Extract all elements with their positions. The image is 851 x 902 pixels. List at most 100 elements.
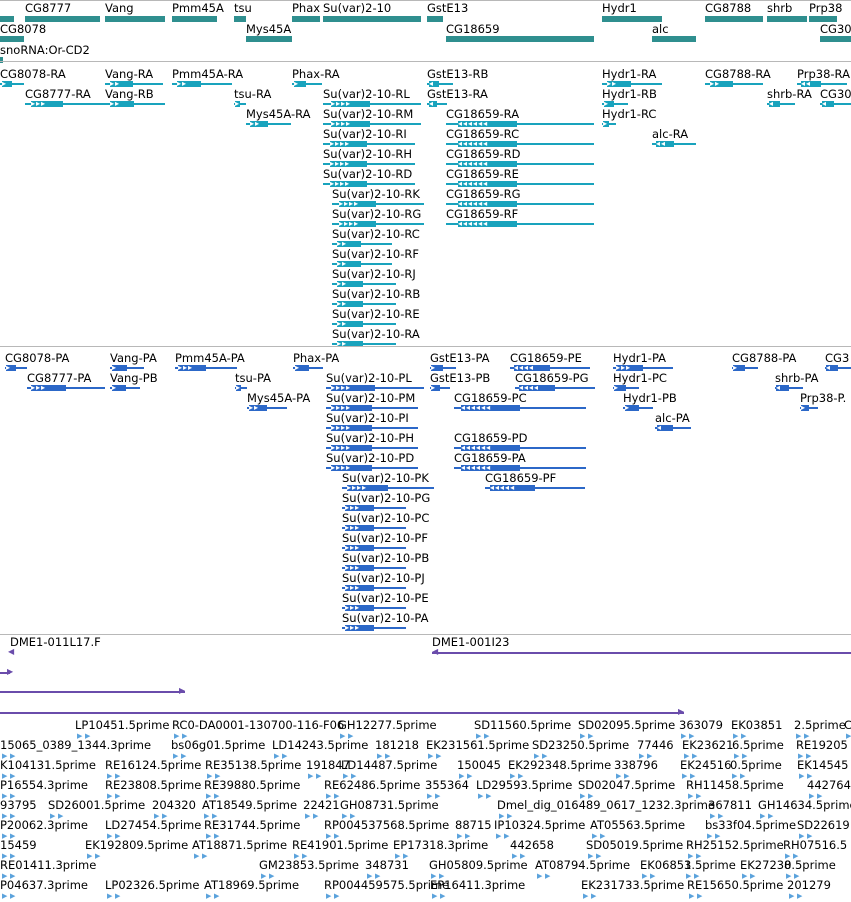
protein-segment[interactable]: ◂ xyxy=(657,425,673,431)
protein-line[interactable] xyxy=(454,407,586,409)
gene-bar[interactable] xyxy=(105,16,165,22)
transcript-intron-line[interactable] xyxy=(446,203,594,205)
est-label[interactable]: RH07516.5 xyxy=(783,838,848,852)
est-label[interactable]: SD26001.5prime xyxy=(48,798,146,812)
est-label[interactable]: 201279 xyxy=(787,878,831,892)
transcript-exon[interactable]: ◂◂ xyxy=(656,141,674,147)
protein-line[interactable] xyxy=(342,627,406,629)
transcript-exon[interactable]: ◂◂◂◂◂◂ xyxy=(458,121,517,127)
transcript-label[interactable]: CG18659-RE xyxy=(446,167,519,181)
est-label[interactable]: 8.5prime xyxy=(784,858,836,872)
transcript-intron-line[interactable] xyxy=(246,123,291,125)
transcript-intron-line[interactable] xyxy=(323,183,415,185)
gene-label[interactable]: alc xyxy=(652,22,669,36)
transcript-label[interactable]: Su(var)2-10-RD xyxy=(323,167,413,181)
protein-label[interactable]: CG18659-PG xyxy=(515,371,589,385)
gene-label[interactable]: CG30 xyxy=(820,22,851,36)
gene-bar[interactable] xyxy=(809,16,837,22)
transcript-exon[interactable]: ▸ xyxy=(603,121,609,127)
transcript-intron-line[interactable] xyxy=(427,103,447,105)
transcript-exon[interactable]: ▸▸▸▸ xyxy=(331,121,370,127)
protein-line[interactable] xyxy=(342,607,406,609)
est-label[interactable]: EP17318.3prime xyxy=(393,838,489,852)
protein-label[interactable]: Pmm45A-PA xyxy=(175,351,245,365)
protein-line[interactable] xyxy=(342,547,406,549)
est-label[interactable]: RC0-DA0001-130700-116-F06 xyxy=(172,718,345,732)
protein-line[interactable] xyxy=(342,507,406,509)
transcript-exon[interactable]: ▸▸ xyxy=(337,261,361,267)
protein-segment[interactable]: ▸▸▸ xyxy=(345,525,374,531)
est-label[interactable]: 22421 xyxy=(303,798,340,812)
est-label[interactable]: 93795 xyxy=(0,798,37,812)
transcript-intron-line[interactable] xyxy=(292,83,322,85)
transcript-exon[interactable]: ◂◂◂◂◂◂ xyxy=(458,201,517,207)
protein-line[interactable] xyxy=(342,587,406,589)
transcript-exon[interactable]: ▸▸ xyxy=(110,81,133,87)
est-label[interactable]: bs06g01.5prime xyxy=(171,738,266,752)
est-label[interactable]: EK27230 xyxy=(740,858,792,872)
est-label[interactable]: 367811 xyxy=(708,798,752,812)
protein-segment[interactable]: ▸▸▸ xyxy=(345,605,374,611)
est-label[interactable]: EK24516 xyxy=(680,758,732,772)
est-label[interactable]: EP16411.3prime xyxy=(430,878,526,892)
gene-label[interactable]: snoRNA:Or-CD2 xyxy=(0,43,90,57)
protein-segment[interactable]: ◂ xyxy=(826,365,838,371)
transcript-intron-line[interactable] xyxy=(332,223,424,225)
protein-label[interactable]: CG18659-PD xyxy=(454,431,528,445)
protein-label[interactable]: CG8777-PA xyxy=(27,371,92,385)
est-label[interactable]: AT18871.5prime xyxy=(192,838,288,852)
est-label[interactable]: P16554.3prime xyxy=(0,778,88,792)
protein-segment[interactable]: ▸▸▸ xyxy=(345,505,374,511)
est-label[interactable]: 191847 xyxy=(306,758,350,772)
transcript-label[interactable]: CG8788-RA xyxy=(705,67,771,81)
transcript-intron-line[interactable] xyxy=(705,83,763,85)
gene-bar[interactable] xyxy=(0,16,14,22)
protein-line[interactable] xyxy=(110,367,144,369)
transcript-intron-line[interactable] xyxy=(446,163,594,165)
transcript-label[interactable]: shrb-RA xyxy=(767,87,812,101)
protein-line[interactable] xyxy=(430,367,456,369)
est-label[interactable]: 2.5prime xyxy=(794,718,846,732)
protein-line[interactable] xyxy=(454,467,586,469)
est-label[interactable]: RH25152.5prime xyxy=(686,838,784,852)
transcript-label[interactable]: Su(var)2-10-RB xyxy=(332,287,421,301)
est-label[interactable]: 3.5prime xyxy=(684,858,736,872)
protein-label[interactable]: Vang-PB xyxy=(110,371,158,385)
protein-line[interactable] xyxy=(613,387,639,389)
clone-line[interactable] xyxy=(0,691,185,693)
est-label[interactable]: GH12277.5prime xyxy=(338,718,437,732)
transcript-label[interactable]: Su(var)2-10-RH xyxy=(323,147,413,161)
protein-segment[interactable]: ▸▸▸ xyxy=(345,585,374,591)
transcript-exon[interactable]: ◂◂◂◂◂◂ xyxy=(458,161,517,167)
transcript-label[interactable]: Hydr1-RA xyxy=(602,67,657,81)
transcript-intron-line[interactable] xyxy=(427,83,453,85)
protein-label[interactable]: Su(var)2-10-PF xyxy=(342,531,428,545)
gene-label[interactable]: Pmm45A xyxy=(172,1,224,15)
est-label[interactable]: RP004459575.5prime xyxy=(324,878,450,892)
protein-line[interactable] xyxy=(613,367,673,369)
est-label[interactable]: LD27454.5prime xyxy=(105,818,202,832)
transcript-intron-line[interactable] xyxy=(323,103,421,105)
protein-segment[interactable]: ▸▸▸ xyxy=(31,385,66,391)
protein-line[interactable] xyxy=(454,447,586,449)
gene-label[interactable]: CG8777 xyxy=(25,1,72,15)
gene-label[interactable]: Phax xyxy=(292,1,321,15)
transcript-label[interactable]: CG8078-RA xyxy=(0,67,66,81)
est-label[interactable]: AT18549.5prime xyxy=(202,798,298,812)
est-label[interactable]: P04637.3prime xyxy=(0,878,88,892)
protein-line[interactable] xyxy=(342,527,406,529)
clone-line[interactable] xyxy=(0,672,10,674)
protein-label[interactable]: tsu-PA xyxy=(235,371,272,385)
gene-bar[interactable] xyxy=(234,16,246,22)
est-label[interactable]: RE19205 xyxy=(796,738,848,752)
protein-label[interactable]: Su(var)2-10-PJ xyxy=(342,571,425,585)
transcript-exon[interactable]: ▸▸ xyxy=(337,321,363,327)
transcript-exon[interactable]: ◂◂◂◂◂◂ xyxy=(458,141,517,147)
protein-line[interactable] xyxy=(825,367,851,369)
protein-segment[interactable]: ▸ xyxy=(112,365,127,371)
transcript-exon[interactable]: ▸▸ xyxy=(337,301,363,307)
est-label[interactable]: LD14243.5prime xyxy=(272,738,369,752)
transcript-exon[interactable]: ▸▸ xyxy=(177,81,201,87)
est-label[interactable]: RE35138.5prime xyxy=(205,758,302,772)
protein-segment[interactable]: ▸▸▸ xyxy=(345,565,374,571)
